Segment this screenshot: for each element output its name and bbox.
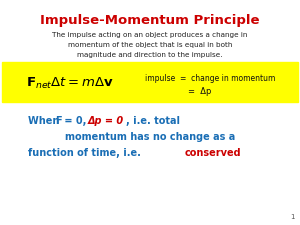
Text: The impulse acting on an object produces a change in: The impulse acting on an object produces… <box>52 32 248 38</box>
Text: F: F <box>55 116 62 126</box>
Text: = 0,: = 0, <box>61 116 90 126</box>
Text: Impulse-Momentum Principle: Impulse-Momentum Principle <box>40 14 260 27</box>
FancyBboxPatch shape <box>2 62 298 102</box>
Text: conserved: conserved <box>185 148 242 158</box>
Text: , i.e. total: , i.e. total <box>126 116 180 126</box>
Text: Δp = 0: Δp = 0 <box>88 116 124 126</box>
Text: =  Δp: = Δp <box>188 87 212 96</box>
Text: impulse  =  change in momentum: impulse = change in momentum <box>145 74 275 83</box>
Text: momentum of the object that is equal in both: momentum of the object that is equal in … <box>68 42 232 48</box>
Text: function of time, i.e.: function of time, i.e. <box>28 148 144 158</box>
Text: 1: 1 <box>290 214 295 220</box>
Text: When: When <box>28 116 63 126</box>
Text: $\mathbf{F}_{net}\Delta t = m\Delta\mathbf{v}$: $\mathbf{F}_{net}\Delta t = m\Delta\math… <box>26 75 114 90</box>
Text: magnitude and direction to the impulse.: magnitude and direction to the impulse. <box>77 52 223 58</box>
Text: momentum has no change as a: momentum has no change as a <box>65 132 235 142</box>
